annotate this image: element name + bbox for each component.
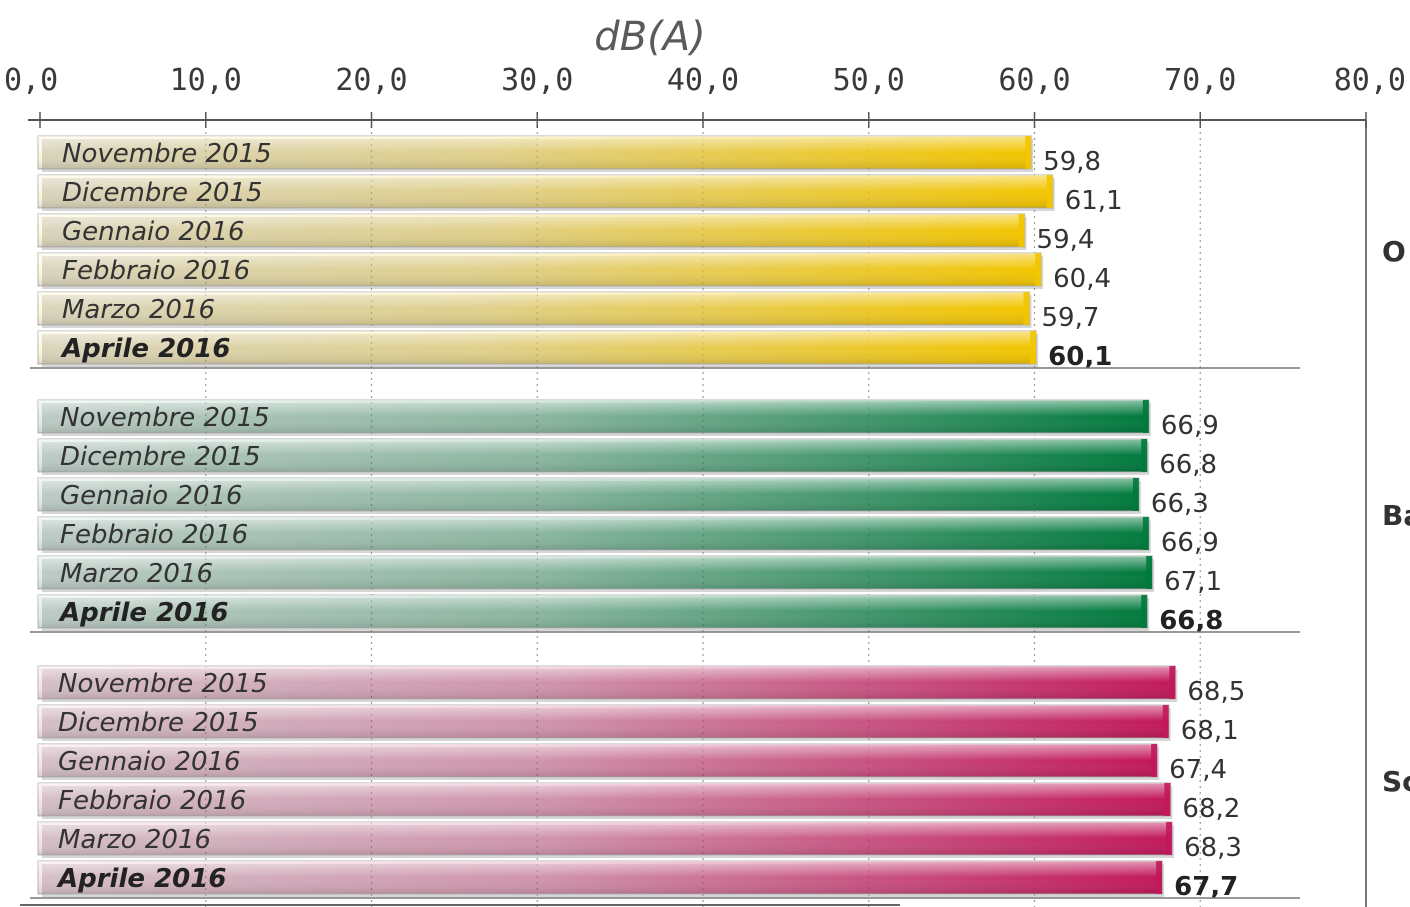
bar-label: Febbraio 2016 bbox=[60, 520, 248, 550]
bar-label: Gennaio 2016 bbox=[58, 747, 241, 777]
x-tick-label: 70,0 bbox=[1164, 63, 1236, 98]
x-tick-label: 50,0 bbox=[833, 63, 905, 98]
bar-end-cap bbox=[1030, 331, 1037, 364]
value-label: 67,4 bbox=[1169, 755, 1227, 785]
value-label: 66,9 bbox=[1161, 411, 1219, 441]
bar-end-cap bbox=[1169, 666, 1176, 699]
value-label: 60,1 bbox=[1048, 342, 1112, 372]
value-label: 59,8 bbox=[1043, 147, 1101, 177]
bar-highlight bbox=[38, 253, 1042, 286]
value-label: 60,4 bbox=[1053, 264, 1111, 294]
bar-label: Aprile 2016 bbox=[56, 864, 226, 894]
x-tick-label: 40,0 bbox=[667, 63, 739, 98]
value-label: 66,8 bbox=[1159, 450, 1217, 480]
bar-label: Dicembre 2015 bbox=[58, 708, 258, 738]
bar-highlight bbox=[38, 517, 1149, 550]
bar-end-cap bbox=[1132, 478, 1139, 511]
bar-highlight bbox=[38, 556, 1153, 589]
bar-label: Novembre 2015 bbox=[58, 669, 268, 699]
x-axis: 0,0 10,0 20,0 30,0 40,0 50,0 60,0 70,0 80,0 bbox=[4, 63, 1406, 907]
value-label: 66,8 bbox=[1159, 606, 1223, 636]
bar-label: Aprile 2016 bbox=[60, 334, 230, 364]
bar-end-cap bbox=[1156, 861, 1163, 894]
bar-highlight bbox=[38, 595, 1148, 628]
bar-highlight bbox=[38, 175, 1053, 208]
bar-label: Gennaio 2016 bbox=[60, 481, 243, 511]
bar-end-cap bbox=[1035, 253, 1042, 286]
bar-end-cap bbox=[1141, 439, 1148, 472]
unit-label: dB(A) bbox=[594, 14, 705, 60]
value-label: 66,3 bbox=[1151, 489, 1209, 519]
value-label: 68,3 bbox=[1184, 833, 1242, 863]
bar-highlight bbox=[38, 214, 1025, 247]
bar-highlight bbox=[38, 400, 1149, 433]
value-label: 61,1 bbox=[1065, 186, 1123, 216]
bar-label: Febbraio 2016 bbox=[62, 256, 250, 286]
bar-end-cap bbox=[1018, 214, 1025, 247]
group-labels: O Ba Sc bbox=[1382, 235, 1410, 798]
value-label: 59,4 bbox=[1037, 225, 1095, 255]
bar-end-cap bbox=[1142, 400, 1149, 433]
bar-group: Novembre 2015 59,8 Dicembre 2015 61,1 Gennai… bbox=[30, 135, 1300, 372]
bar-end-cap bbox=[1146, 556, 1153, 589]
x-tick-label: 0,0 bbox=[4, 63, 58, 98]
bar-highlight bbox=[38, 783, 1171, 816]
bar-label: Dicembre 2015 bbox=[62, 178, 262, 208]
group-label: Ba bbox=[1382, 499, 1410, 532]
bar-highlight bbox=[38, 744, 1158, 777]
value-label: 67,1 bbox=[1164, 567, 1222, 597]
bar-label: Marzo 2016 bbox=[58, 825, 211, 855]
x-tick-label: 60,0 bbox=[998, 63, 1070, 98]
bar-highlight bbox=[38, 705, 1169, 738]
bar-end-cap bbox=[1023, 292, 1030, 325]
bar-label: Novembre 2015 bbox=[60, 403, 270, 433]
value-label: 68,1 bbox=[1181, 716, 1239, 746]
bar-end-cap bbox=[1164, 783, 1171, 816]
bar-end-cap bbox=[1046, 175, 1053, 208]
bar-label: Gennaio 2016 bbox=[62, 217, 245, 247]
bar-end-cap bbox=[1162, 705, 1169, 738]
bar-end-cap bbox=[1151, 744, 1158, 777]
bar-end-cap bbox=[1142, 517, 1149, 550]
bar-highlight bbox=[38, 439, 1148, 472]
bar-label: Marzo 2016 bbox=[60, 559, 213, 589]
bar-label: Dicembre 2015 bbox=[60, 442, 260, 472]
x-tick-label: 30,0 bbox=[501, 63, 573, 98]
bar-highlight bbox=[38, 822, 1173, 855]
bar-group: Novembre 2015 66,9 Dicembre 2015 66,8 Gennai… bbox=[30, 399, 1300, 636]
bar-label: Febbraio 2016 bbox=[58, 786, 246, 816]
bar-highlight bbox=[38, 136, 1032, 169]
value-label: 66,9 bbox=[1161, 528, 1219, 558]
value-label: 67,7 bbox=[1174, 872, 1238, 902]
bar-end-cap bbox=[1166, 822, 1173, 855]
bar-label: Marzo 2016 bbox=[62, 295, 215, 325]
x-tick-label: 10,0 bbox=[170, 63, 242, 98]
bar-highlight bbox=[38, 861, 1163, 894]
value-label: 68,5 bbox=[1187, 677, 1245, 707]
value-label: 59,7 bbox=[1042, 303, 1100, 333]
bar-highlight bbox=[38, 666, 1176, 699]
group-label: O bbox=[1382, 235, 1406, 268]
bar-highlight bbox=[38, 331, 1037, 364]
bar-group: Novembre 2015 68,5 Dicembre 2015 68,1 Gennai… bbox=[30, 665, 1300, 902]
bar-label: Novembre 2015 bbox=[62, 139, 272, 169]
bar-label: Aprile 2016 bbox=[58, 598, 228, 628]
value-label: 68,2 bbox=[1182, 794, 1240, 824]
x-tick-label: 20,0 bbox=[335, 63, 407, 98]
x-tick-label: 80,0 bbox=[1334, 63, 1406, 98]
bar-end-cap bbox=[1025, 136, 1032, 169]
bar-highlight bbox=[38, 292, 1030, 325]
bars: Novembre 2015 59,8 Dicembre 2015 61,1 Gennai… bbox=[30, 135, 1300, 902]
group-label: Sc bbox=[1382, 765, 1410, 798]
bar-highlight bbox=[38, 478, 1139, 511]
bar-end-cap bbox=[1141, 595, 1148, 628]
